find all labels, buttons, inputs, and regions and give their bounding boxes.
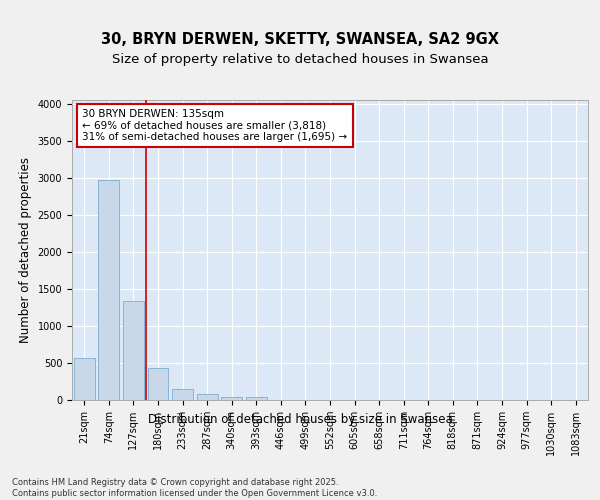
Bar (221, 396, 242, 400)
Text: Contains HM Land Registry data © Crown copyright and database right 2025.
Contai: Contains HM Land Registry data © Crown c… (12, 478, 377, 498)
Bar (246, 398, 267, 400)
Bar (197, 394, 218, 400)
Bar (98, 180, 119, 400)
Bar (172, 388, 193, 400)
Bar (74, 358, 95, 400)
Text: Distribution of detached houses by size in Swansea: Distribution of detached houses by size … (148, 412, 452, 426)
Text: Size of property relative to detached houses in Swansea: Size of property relative to detached ho… (112, 52, 488, 66)
Bar (148, 368, 169, 400)
Y-axis label: Number of detached properties: Number of detached properties (19, 157, 32, 343)
Text: 30, BRYN DERWEN, SKETTY, SWANSEA, SA2 9GX: 30, BRYN DERWEN, SKETTY, SWANSEA, SA2 9G… (101, 32, 499, 48)
Text: 30 BRYN DERWEN: 135sqm
← 69% of detached houses are smaller (3,818)
31% of semi-: 30 BRYN DERWEN: 135sqm ← 69% of detached… (82, 109, 347, 142)
Bar (123, 300, 144, 400)
